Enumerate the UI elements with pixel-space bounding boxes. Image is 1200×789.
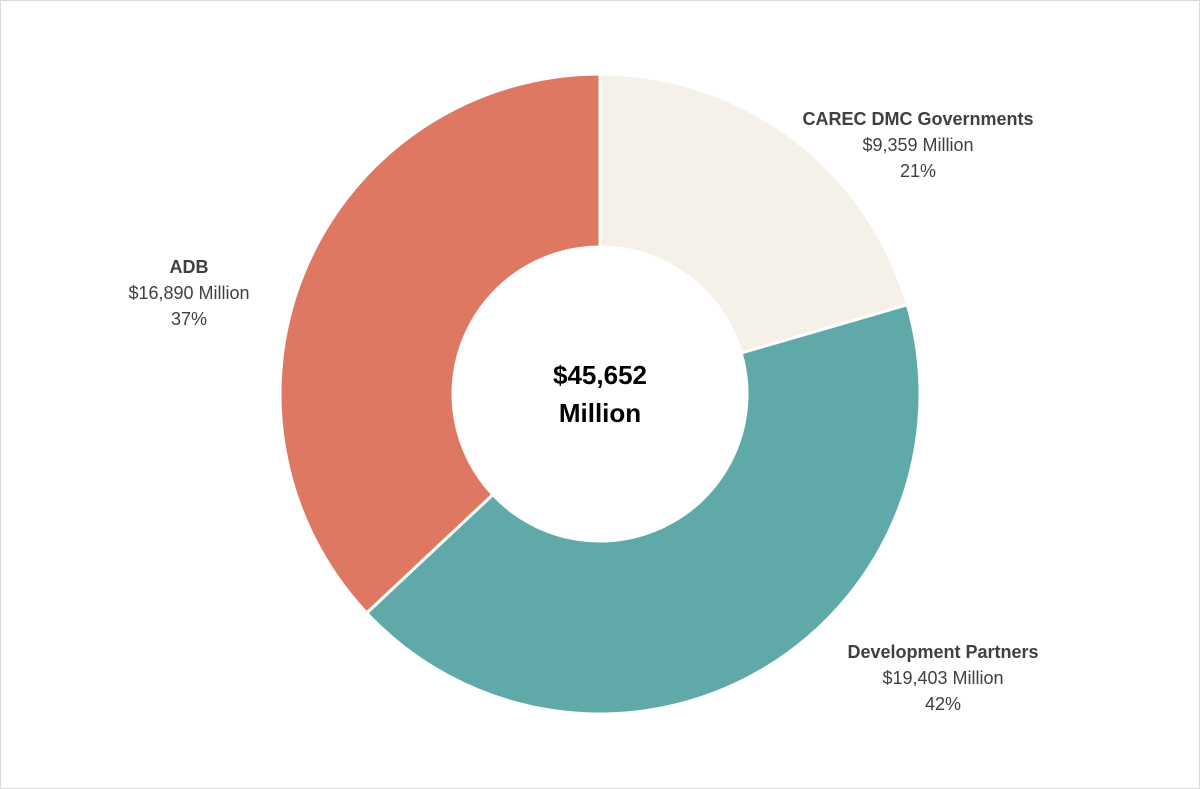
slice-name: CAREC DMC Governments (802, 109, 1034, 129)
slice-amount: $19,403 Million (882, 668, 1004, 688)
slice-amount: $9,359 Million (862, 135, 974, 155)
center-total-label: $45,652 Million (553, 356, 647, 432)
slice-label-adb: ADB $16,890 Million 37% (128, 254, 249, 332)
donut-slice-carec-dmc-governments (598, 72, 910, 355)
donut-slice-development-partners (364, 302, 922, 716)
slice-name: ADB (169, 257, 209, 277)
center-total-amount: $45,652 (553, 360, 647, 390)
donut-slice-adb (278, 72, 602, 616)
slice-label-development-partners: Development Partners $19,403 Million 42% (847, 639, 1038, 717)
center-total-unit: Million (558, 398, 642, 428)
slice-name: Development Partners (847, 642, 1039, 662)
slice-label-carec-dmc-governments: CAREC DMC Governments $9,359 Million 21% (802, 106, 1033, 184)
slice-percent: 42% (924, 694, 962, 714)
slice-amount: $16,890 Million (128, 283, 250, 303)
slice-percent: 21% (899, 161, 937, 181)
slice-percent: 37% (170, 309, 208, 329)
